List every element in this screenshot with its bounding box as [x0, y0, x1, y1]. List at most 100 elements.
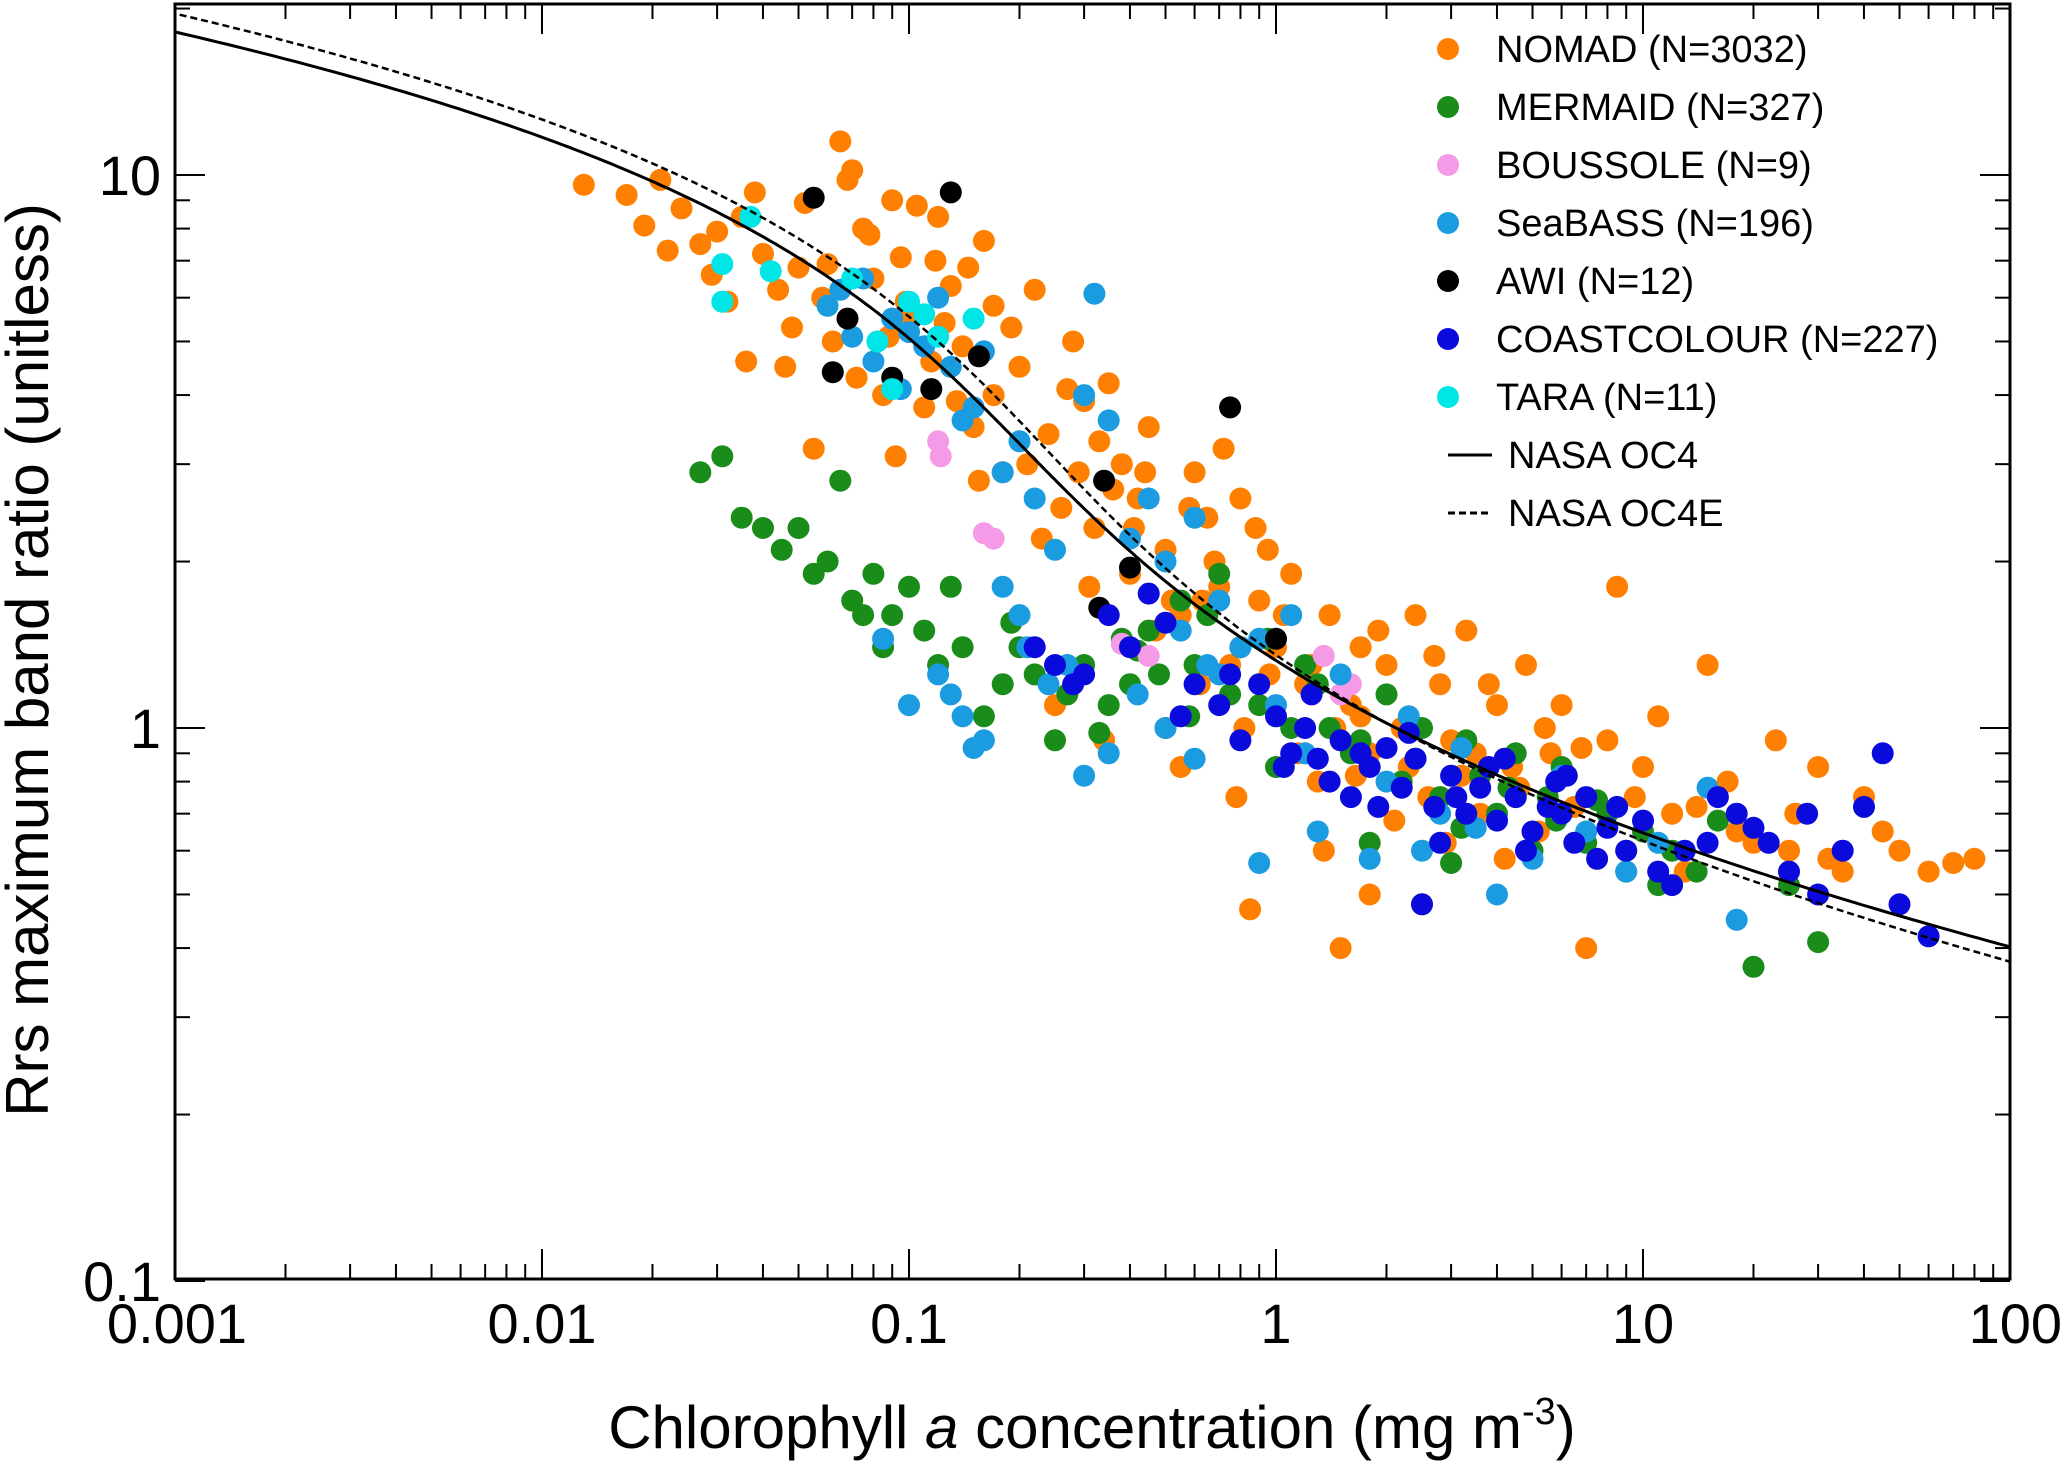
data-point-tara	[711, 253, 734, 276]
data-point-awi	[939, 181, 962, 204]
data-point-coastcolour	[1169, 705, 1192, 728]
data-point-tara	[962, 307, 985, 330]
data-point-nomad	[1570, 737, 1593, 759]
plot-frame	[173, 2, 2012, 1281]
data-point-coastcolour	[1300, 683, 1323, 706]
data-point-seabass	[1073, 384, 1096, 407]
data-point-boussole	[1312, 644, 1335, 667]
data-point-nomad	[1917, 860, 1940, 883]
data-point-seabass	[1725, 908, 1748, 931]
data-point-seabass	[1073, 764, 1096, 787]
data-point-nomad	[1888, 839, 1911, 862]
data-point-coastcolour	[1725, 802, 1748, 825]
legend-label: NOMAD (N=3032)	[1496, 29, 1807, 71]
data-point-nomad	[924, 249, 947, 272]
data-point-mermaid	[1137, 619, 1160, 642]
data-point-nomad	[1256, 538, 1279, 561]
data-point-coastcolour	[1097, 604, 1120, 627]
data-point-nomad	[1477, 673, 1500, 696]
data-point-mermaid	[829, 469, 852, 492]
legend-label: NASA OC4	[1508, 435, 1698, 477]
data-point-awi	[1219, 396, 1242, 419]
data-point-coastcolour	[1154, 611, 1177, 634]
data-point-tara	[759, 260, 782, 283]
data-point-coastcolour	[1796, 802, 1819, 825]
data-point-seabass	[872, 627, 895, 650]
data-point-coastcolour	[1423, 795, 1446, 818]
data-point-coastcolour	[1318, 770, 1341, 793]
data-point-nomad	[1248, 589, 1271, 612]
data-point-nomad	[1533, 717, 1556, 739]
data-point-awi	[1119, 556, 1141, 579]
data-point-nomad	[1358, 883, 1381, 906]
data-point-coastcolour	[1294, 717, 1317, 739]
data-point-coastcolour	[1455, 802, 1478, 825]
axis-ticks: 0.001 0.01 0.1 1 10 100 0.1 1 10	[83, 4, 2062, 1355]
data-point-nomad	[774, 355, 797, 378]
data-point-coastcolour	[1606, 795, 1629, 818]
data-point-nomad	[1647, 705, 1670, 728]
data-point-coastcolour	[1219, 663, 1242, 686]
data-point-boussole	[982, 527, 1005, 550]
data-point-coastcolour	[1615, 839, 1638, 862]
data-point-seabass	[972, 729, 995, 752]
data-point-coastcolour	[1632, 809, 1654, 832]
data-point-tara	[841, 267, 864, 290]
data-point-mermaid	[1148, 663, 1170, 686]
legend-label: AWI (N=12)	[1496, 261, 1694, 303]
data-point-coastcolour	[1440, 764, 1463, 787]
x-tick-label: 0.001	[107, 1292, 247, 1355]
data-point-seabass	[1615, 860, 1638, 883]
data-point-nomad	[829, 130, 852, 153]
data-point-mermaid	[787, 517, 810, 539]
data-point-seabass	[1450, 737, 1473, 759]
data-point-nomad	[1596, 729, 1619, 752]
data-point-nomad	[743, 181, 766, 204]
data-point-mermaid	[1169, 589, 1192, 612]
legend-marker	[1437, 96, 1459, 118]
data-point-nomad	[767, 278, 790, 301]
data-point-coastcolour	[1504, 786, 1527, 809]
data-point-nomad	[972, 229, 995, 252]
data-point-coastcolour	[1550, 802, 1573, 825]
data-point-nomad	[889, 246, 912, 269]
data-point-mermaid	[1097, 694, 1120, 717]
data-point-nomad	[884, 445, 907, 468]
data-point-mermaid	[770, 538, 793, 561]
data-point-mermaid	[939, 575, 962, 598]
data-point-coastcolour	[1272, 756, 1295, 778]
data-point-seabass	[951, 705, 974, 728]
data-point-coastcolour	[1917, 925, 1940, 948]
data-point-nomad	[858, 223, 881, 246]
data-point-nomad	[1134, 461, 1157, 484]
data-point-nomad	[1110, 453, 1133, 476]
data-point-nomad	[1056, 378, 1079, 401]
data-point-tara	[881, 378, 904, 401]
data-point-seabass	[1280, 604, 1303, 627]
data-point-coastcolour	[1445, 786, 1468, 809]
data-point-coastcolour	[1486, 809, 1508, 832]
data-point-seabass	[1083, 282, 1106, 305]
x-tick-label: 100	[1969, 1292, 2062, 1355]
data-point-nomad	[913, 396, 936, 419]
data-point-mermaid	[1044, 729, 1066, 752]
data-point-coastcolour	[1329, 729, 1352, 752]
data-point-seabass	[1008, 604, 1031, 627]
data-point-mermaid	[1807, 931, 1830, 954]
data-point-nomad	[1318, 604, 1341, 627]
data-point-mermaid	[852, 604, 875, 627]
data-point-seabass	[1023, 487, 1046, 510]
data-point-coastcolour	[1137, 582, 1160, 605]
data-point-coastcolour	[1871, 742, 1894, 765]
data-point-coastcolour	[1742, 816, 1765, 839]
data-point-nomad	[706, 220, 729, 243]
data-point-nomad	[967, 469, 990, 492]
data-point-nomad	[1486, 694, 1508, 717]
data-point-nomad	[1515, 654, 1537, 676]
data-point-nomad	[945, 390, 968, 413]
data-point-tara	[927, 325, 950, 348]
legend-marker	[1437, 270, 1459, 292]
data-point-seabass	[1097, 742, 1120, 765]
data-point-seabass	[1044, 538, 1066, 561]
data-point-nomad	[1329, 937, 1352, 960]
